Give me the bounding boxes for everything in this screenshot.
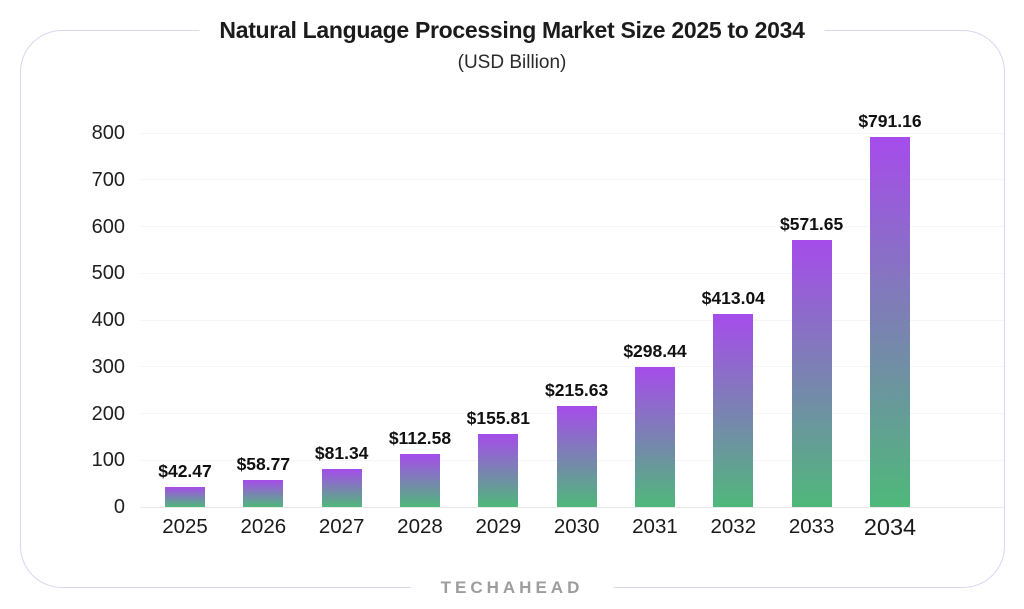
bar-2030 <box>556 406 597 507</box>
x-tick-label-2030: 2030 <box>553 515 600 538</box>
bar-2029 <box>478 434 519 507</box>
x-tick-label-2032: 2032 <box>710 515 757 538</box>
bar-2031 <box>634 367 675 507</box>
bar-value-label-2031: $298.44 <box>623 341 687 362</box>
y-tick-label-800: 800 <box>91 122 125 144</box>
y-tick-label-0: 0 <box>113 496 125 518</box>
bar-value-label-2033: $571.65 <box>779 213 844 234</box>
x-tick-label-2026: 2026 <box>240 515 287 538</box>
x-tick-label-2034: 2034 <box>863 514 917 540</box>
y-tick-label-100: 100 <box>91 449 125 472</box>
y-tick-label-700: 700 <box>91 168 125 191</box>
bar-2034 <box>869 137 910 507</box>
x-tick-label-2025: 2025 <box>162 515 208 538</box>
y-tick-label-400: 400 <box>91 309 125 331</box>
gridline-300 <box>140 366 1004 368</box>
bar-2032 <box>713 313 754 507</box>
bar-2028 <box>399 454 440 507</box>
x-tick-label-2033: 2033 <box>788 515 835 538</box>
x-tick-label-2031: 2031 <box>632 515 678 538</box>
bar-2026 <box>243 479 284 507</box>
brand-logo: TECHAHEAD <box>410 577 614 599</box>
y-tick-label-500: 500 <box>91 262 125 285</box>
y-tick-label-200: 200 <box>91 402 125 425</box>
bar-value-label-2032: $413.04 <box>701 287 765 308</box>
bar-value-label-2028: $112.58 <box>388 428 452 449</box>
bar-value-label-2030: $215.63 <box>545 380 609 401</box>
gridline-700 <box>140 179 1004 181</box>
bar-2027 <box>321 468 362 507</box>
bar-2033 <box>791 239 832 507</box>
x-tick-label-2029: 2029 <box>475 515 522 538</box>
gridline-400 <box>140 319 1004 321</box>
y-tick-label-300: 300 <box>91 355 125 378</box>
x-axis-baseline <box>140 506 1004 508</box>
bar-value-label-2027: $81.34 <box>314 442 369 463</box>
bar-value-label-2029: $155.81 <box>466 408 530 429</box>
chart-subtitle: (USD Billion) <box>457 52 567 73</box>
x-tick-label-2027: 2027 <box>318 515 365 538</box>
x-tick-label-2028: 2028 <box>397 515 443 538</box>
bar-value-label-2026: $58.77 <box>236 453 291 474</box>
chart-header: Natural Language Processing Market Size … <box>199 16 825 74</box>
gridline-800 <box>140 132 1004 134</box>
bar-value-label-2034: $791.16 <box>858 111 922 132</box>
y-tick-label-600: 600 <box>91 215 125 238</box>
chart-title: Natural Language Processing Market Size … <box>199 16 825 44</box>
bar-2025 <box>165 487 205 507</box>
bar-value-label-2025: $42.47 <box>158 461 212 482</box>
gridline-600 <box>140 226 1004 227</box>
gridline-500 <box>140 272 1004 274</box>
